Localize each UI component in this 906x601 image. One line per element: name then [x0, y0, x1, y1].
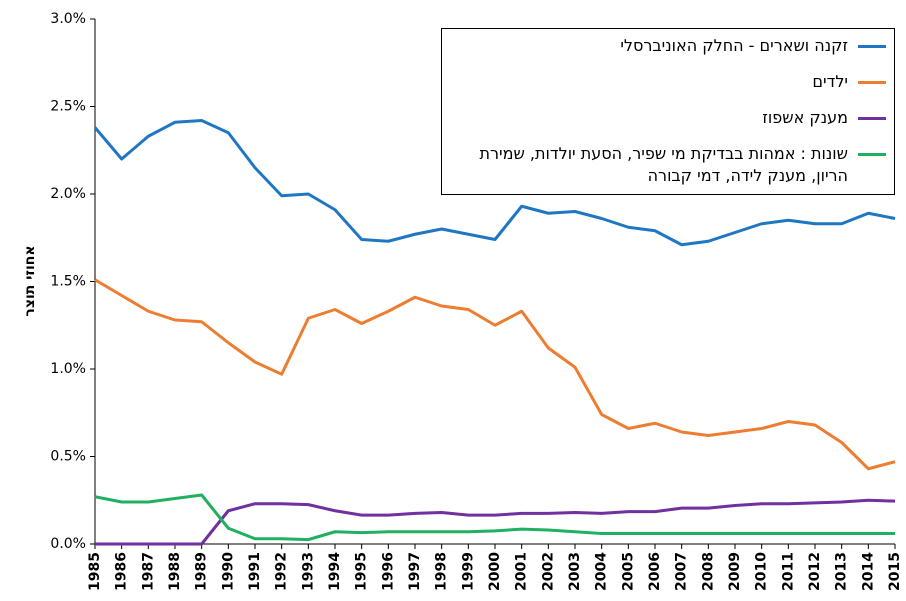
y-tick-label: 0.5% [50, 449, 86, 465]
x-tick-label: 1999 [460, 552, 476, 591]
x-tick-label: 2011 [780, 552, 796, 591]
x-tick-label: 1987 [140, 552, 156, 591]
x-tick-label: 2000 [487, 552, 503, 591]
legend-entry: שונות : אמהות בבדיקת מי שפיר, הסעת יולדו… [450, 143, 886, 187]
y-tick-label: 1.5% [50, 274, 86, 290]
x-tick-label: 2015 [887, 552, 903, 591]
legend-label: שונות : אמהות בבדיקת מי שפיר, הסעת יולדו… [479, 144, 848, 185]
x-tick-label: 1997 [407, 552, 423, 591]
x-tick-label: 1994 [327, 552, 343, 591]
series-line [94, 278, 896, 471]
x-tick-label: 1986 [114, 552, 130, 591]
series-line [95, 498, 896, 546]
legend-swatch [858, 81, 886, 84]
x-tick-label: 2008 [700, 552, 716, 591]
x-tick-label: 2004 [594, 552, 610, 591]
legend-label: מענק אשפוז [762, 108, 848, 127]
x-tick-label: 1996 [380, 552, 396, 591]
x-tick-label: 1990 [220, 552, 236, 591]
x-tick-label: 2009 [727, 552, 743, 591]
legend-swatch [858, 45, 886, 48]
legend-label: ילדים [812, 72, 848, 91]
x-tick-label: 1995 [354, 552, 370, 591]
x-tick-label: 2014 [860, 552, 876, 591]
x-tick-label: 1998 [434, 552, 450, 591]
series-line [93, 119, 896, 247]
y-tick-label: 2.0% [50, 186, 86, 202]
y-tick-label: 2.5% [50, 99, 86, 115]
x-tick-label: 1993 [300, 552, 316, 591]
x-tick-label: 1992 [274, 552, 290, 591]
x-tick-label: 1988 [167, 552, 183, 591]
legend-entry: זקנה ושארים - החלק האוניברסלי [450, 35, 886, 57]
x-tick-label: 1989 [194, 552, 210, 591]
y-tick-label: 1.0% [50, 361, 86, 377]
legend-swatch [858, 153, 886, 156]
x-tick-label: 2010 [754, 552, 770, 591]
series-line [94, 493, 895, 542]
legend-swatch [858, 117, 886, 120]
x-tick-label: 2012 [807, 552, 823, 591]
x-tick-label: 1985 [87, 552, 103, 591]
x-tick-label: 2007 [674, 552, 690, 591]
legend-entry: מענק אשפוז [450, 107, 886, 129]
x-tick-label: 1991 [247, 552, 263, 591]
x-tick-label: 2003 [567, 552, 583, 591]
y-tick-label: 0.0% [50, 536, 86, 552]
x-tick-label: 2013 [834, 552, 850, 591]
x-tick-label: 2001 [514, 552, 530, 591]
x-tick-label: 2005 [620, 552, 636, 591]
legend-label: זקנה ושארים - החלק האוניברסלי [620, 36, 848, 55]
x-tick-label: 2006 [647, 552, 663, 591]
y-axis-label: אחוזי תוצר [22, 245, 38, 316]
legend: זקנה ושארים - החלק האוניברסלי ילדים מענק א… [441, 28, 895, 195]
legend-entry: ילדים [450, 71, 886, 93]
x-tick-label: 2002 [540, 552, 556, 591]
y-tick-label: 3.0% [50, 11, 86, 27]
